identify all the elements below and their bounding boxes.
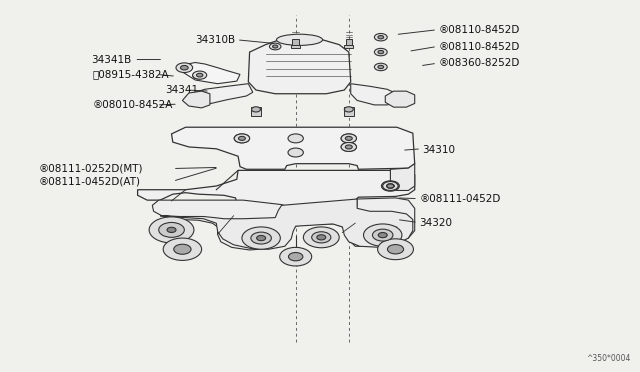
Bar <box>292 39 299 45</box>
Circle shape <box>381 181 399 191</box>
Circle shape <box>387 184 394 188</box>
Ellipse shape <box>276 34 323 45</box>
Circle shape <box>383 182 398 190</box>
Polygon shape <box>182 91 210 108</box>
Circle shape <box>252 107 260 112</box>
Circle shape <box>364 224 402 246</box>
Polygon shape <box>152 198 415 250</box>
Circle shape <box>251 232 271 244</box>
Text: Ⓥ08915-4382A: Ⓥ08915-4382A <box>93 70 170 79</box>
Circle shape <box>341 142 356 151</box>
Circle shape <box>180 65 188 70</box>
Circle shape <box>174 244 191 254</box>
Circle shape <box>303 227 339 248</box>
Polygon shape <box>138 170 415 218</box>
Polygon shape <box>172 127 415 169</box>
Circle shape <box>280 247 312 266</box>
Circle shape <box>269 43 281 50</box>
Polygon shape <box>248 39 351 94</box>
Bar <box>291 45 300 48</box>
Circle shape <box>234 134 250 143</box>
Text: 34341B: 34341B <box>91 55 131 64</box>
Bar <box>346 39 352 45</box>
Text: 34341: 34341 <box>165 85 198 95</box>
Bar <box>344 45 353 48</box>
Circle shape <box>288 134 303 143</box>
Circle shape <box>242 227 280 249</box>
Text: ®08111-0452D: ®08111-0452D <box>419 195 500 204</box>
Circle shape <box>176 63 193 73</box>
Circle shape <box>163 238 202 260</box>
Text: ®08110-8452D: ®08110-8452D <box>438 42 520 51</box>
Text: ®08010-8452A: ®08010-8452A <box>93 100 173 110</box>
Circle shape <box>167 227 176 232</box>
Text: ®08111-0252D(MT): ®08111-0252D(MT) <box>38 164 143 173</box>
Circle shape <box>193 71 207 79</box>
Circle shape <box>257 235 266 241</box>
Circle shape <box>193 72 204 79</box>
Circle shape <box>378 51 383 54</box>
Circle shape <box>372 229 393 241</box>
Circle shape <box>341 134 356 143</box>
Polygon shape <box>180 62 240 84</box>
Bar <box>344 107 354 116</box>
Circle shape <box>387 184 394 188</box>
Text: 34310: 34310 <box>422 145 456 154</box>
Text: ®08360-8252D: ®08360-8252D <box>438 58 520 68</box>
Circle shape <box>383 182 398 190</box>
Circle shape <box>378 232 387 238</box>
Circle shape <box>196 73 203 77</box>
Polygon shape <box>390 164 415 190</box>
Circle shape <box>387 244 404 254</box>
Text: ®08110-8452D: ®08110-8452D <box>438 25 520 35</box>
Circle shape <box>378 36 383 39</box>
Polygon shape <box>351 84 402 105</box>
Polygon shape <box>160 199 413 249</box>
Circle shape <box>288 148 303 157</box>
Circle shape <box>341 134 356 143</box>
Bar <box>251 107 261 116</box>
Circle shape <box>374 63 387 71</box>
Circle shape <box>317 235 326 240</box>
Circle shape <box>234 134 250 143</box>
Circle shape <box>239 137 245 140</box>
Text: 34320: 34320 <box>419 218 452 228</box>
Text: ^350*0004: ^350*0004 <box>586 354 630 363</box>
Circle shape <box>346 145 352 149</box>
Circle shape <box>341 142 356 151</box>
Circle shape <box>344 107 353 112</box>
Polygon shape <box>186 84 253 103</box>
Circle shape <box>289 253 303 261</box>
Circle shape <box>378 65 383 68</box>
Circle shape <box>149 217 194 243</box>
Circle shape <box>346 137 352 140</box>
Circle shape <box>387 184 394 188</box>
Polygon shape <box>385 91 415 107</box>
Circle shape <box>374 33 387 41</box>
Circle shape <box>273 45 278 48</box>
Circle shape <box>378 239 413 260</box>
Text: ®08111-0452D(AT): ®08111-0452D(AT) <box>38 176 140 186</box>
Text: 34310B: 34310B <box>195 35 236 45</box>
Circle shape <box>159 222 184 237</box>
Circle shape <box>374 48 387 56</box>
Circle shape <box>312 232 331 243</box>
